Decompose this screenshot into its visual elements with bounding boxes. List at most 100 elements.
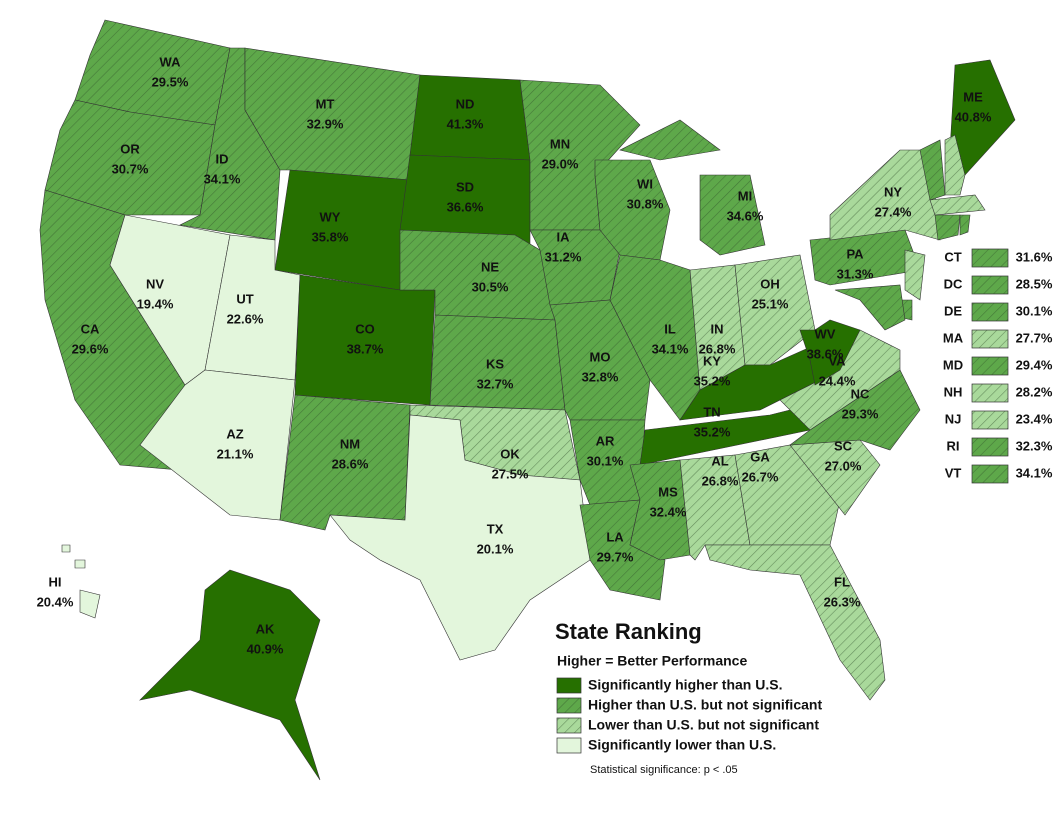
state-swatch [971,302,1009,322]
state-value: 32.9% [307,116,344,131]
state-swatch [971,410,1009,430]
state-value: 27.5% [492,466,529,481]
state-abbr: OK [500,446,520,461]
state-abbr: VT [945,465,962,480]
state-value: 31.3% [837,266,874,281]
state-value: 19.4% [137,296,174,311]
state-value: 26.8% [702,473,739,488]
state-abbr: WI [637,176,653,191]
state-value: 28.2% [1016,384,1053,399]
state-value: 30.7% [112,161,149,176]
state-abbr: AL [711,453,728,468]
state-value: 20.1% [477,541,514,556]
state-abbr: RI [947,438,960,453]
state-abbr: MD [943,357,963,372]
state-value: 40.8% [955,109,992,124]
state-value: 32.8% [582,369,619,384]
state-shape [829,149,941,241]
state-abbr: MT [316,96,335,111]
state-shape [294,274,436,406]
legend-subtitle: Higher = Better Performance [557,653,747,669]
state-shape [139,369,296,521]
state-shape [799,319,861,386]
state-value: 26.7% [742,469,779,484]
state-abbr: FL [834,574,850,589]
state-abbr: LA [606,529,624,544]
state-abbr: ME [963,89,983,104]
legend-note: Statistical significance: p < .05 [590,764,738,776]
legend-swatch [556,737,582,754]
state-abbr: MI [738,188,752,203]
state-shape [934,214,961,241]
state-value: 29.5% [152,74,189,89]
state-abbr: IN [711,321,724,336]
state-shape [704,544,886,701]
legend-swatch [556,717,582,734]
state-abbr: IL [664,321,676,336]
state-value: 29.3% [842,406,879,421]
legend-label: Significantly lower than U.S. [588,737,776,753]
state-value: 26.3% [824,594,861,609]
state-shape [619,119,766,256]
legend-label: Significantly higher than U.S. [588,677,782,693]
state-value: 34.1% [652,341,689,356]
state-value: 29.0% [542,156,579,171]
state-abbr: NY [884,184,902,199]
state-value: 25.1% [752,296,789,311]
legend-swatch [556,677,582,694]
state-abbr: TX [487,521,504,536]
state-abbr: ND [456,96,475,111]
state-abbr: VA [828,353,846,368]
state-shape [139,569,321,781]
state-value: 21.1% [217,446,254,461]
state-abbr: WV [815,326,836,341]
state-shape [834,284,906,331]
state-value: 30.1% [1016,303,1053,318]
state-abbr: MN [550,136,570,151]
legend-swatch [556,697,582,714]
state-value: 30.8% [627,196,664,211]
state-abbr: SD [456,179,474,194]
state-abbr: IA [557,229,571,244]
state-shape [734,254,816,366]
state-abbr: NE [481,259,499,274]
state-value: 34.6% [727,208,764,223]
state-value: 38.7% [347,341,384,356]
state-shape [949,59,1016,176]
state-abbr: OH [760,276,780,291]
state-abbr: ID [216,151,229,166]
state-value: 32.4% [650,504,687,519]
state-abbr: HI [49,574,62,589]
state-abbr: AR [596,433,615,448]
state-abbr: NC [851,386,870,401]
state-abbr: KS [486,356,504,371]
state-abbr: AK [256,621,275,636]
state-value: 36.6% [447,199,484,214]
state-value: 32.3% [1016,438,1053,453]
state-abbr: TN [703,404,720,419]
state-abbr: CO [355,321,375,336]
state-value: 31.6% [1016,249,1053,264]
state-abbr: PA [846,246,864,261]
state-swatch [971,437,1009,457]
state-value: 28.5% [1016,276,1053,291]
state-value: 29.4% [1016,357,1053,372]
state-swatch [971,383,1009,403]
state-swatch [971,464,1009,484]
legend-label: Higher than U.S. but not significant [588,697,822,713]
state-abbr: CT [944,249,961,264]
state-value: 20.4% [37,594,74,609]
state-shape [944,134,966,196]
state-abbr: WA [160,54,182,69]
state-shape [44,99,216,216]
state-shape [734,444,841,546]
state-value: 29.7% [597,549,634,564]
state-abbr: AZ [226,426,243,441]
state-shape [904,249,926,301]
state-shape [959,214,971,236]
state-value: 35.2% [694,373,731,388]
state-value: 41.3% [447,116,484,131]
state-shape [919,139,946,201]
state-abbr: UT [236,291,253,306]
state-value: 31.2% [545,249,582,264]
